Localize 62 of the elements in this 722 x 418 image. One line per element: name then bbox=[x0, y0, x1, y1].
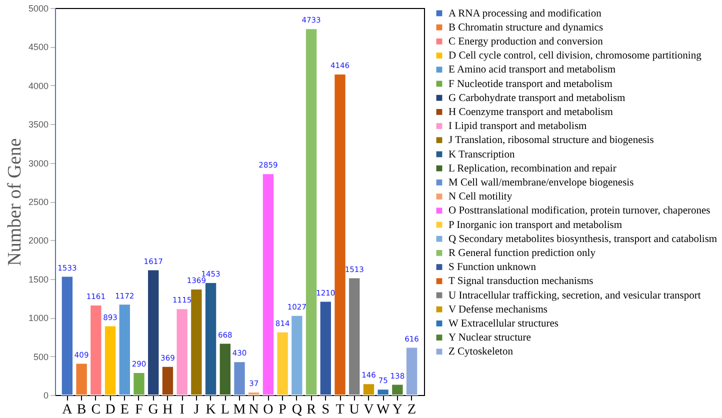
legend-label: H Coenzyme transport and metabolism bbox=[448, 106, 613, 118]
x-tick-label: G bbox=[148, 402, 158, 418]
legend-label: B Chromatin structure and dynamics bbox=[448, 22, 604, 34]
legend-label: F Nucleotide transport and metabolism bbox=[448, 78, 612, 90]
x-tick-label: Q bbox=[292, 402, 302, 418]
legend-label: W Extracellular structures bbox=[448, 318, 559, 330]
x-tick-label: S bbox=[322, 402, 330, 418]
y-tick-label: 3000 bbox=[28, 158, 48, 168]
legend-label: L Replication, recombination and repair bbox=[448, 163, 617, 174]
x-tick-label: H bbox=[162, 402, 173, 418]
y-tick-label: 0 bbox=[43, 390, 48, 400]
legend-label: O Posttranslational modification, protein turnover, chaperones bbox=[448, 206, 710, 217]
y-tick-label: 1500 bbox=[28, 274, 48, 284]
x-tick-label: I bbox=[180, 402, 185, 418]
legend-label: I Lipid transport and metabolism bbox=[448, 121, 587, 132]
y-axis-title: Number of Gene bbox=[4, 138, 26, 266]
legend-label: P Inorganic ion transport and metabolism bbox=[448, 220, 622, 231]
y-tick-label: 2500 bbox=[28, 197, 48, 207]
legend-label: Q Secondary metabolites biosynthesis, transport and catabolism bbox=[448, 234, 718, 245]
legend-label: K Transcription bbox=[448, 149, 516, 160]
x-tick-label: C bbox=[91, 402, 101, 418]
x-tick-label: J bbox=[194, 402, 200, 418]
x-tick-label: Z bbox=[408, 402, 416, 418]
x-tick-label: E bbox=[120, 402, 129, 418]
x-tick-label: T bbox=[336, 402, 345, 418]
legend-label: G Carbohydrate transport and metabolism bbox=[448, 92, 626, 104]
x-tick-label: N bbox=[248, 402, 259, 418]
x-tick-label: F bbox=[135, 402, 144, 418]
legend-label: V Defense mechanisms bbox=[448, 304, 548, 316]
y-tick-label: 3500 bbox=[28, 120, 48, 130]
x-tick-label: V bbox=[364, 402, 374, 418]
x-tick-label: D bbox=[105, 402, 116, 418]
legend-label: S Function unknown bbox=[448, 262, 537, 274]
y-tick-label: 4500 bbox=[28, 42, 48, 52]
y-tick-label: 1000 bbox=[28, 313, 48, 324]
legend-label: Y Nuclear structure bbox=[448, 332, 532, 344]
legend-label: N Cell motility bbox=[448, 192, 513, 203]
x-tick-label: M bbox=[233, 402, 246, 418]
legend-label: M Cell wall/membrane/envelope biogenesis bbox=[448, 177, 634, 188]
x-tick-label: O bbox=[263, 402, 274, 418]
x-tick-label: K bbox=[206, 402, 216, 418]
x-tick-label: U bbox=[349, 402, 360, 418]
x-tick-label: B bbox=[76, 402, 86, 418]
x-tick-label: R bbox=[306, 402, 317, 418]
legend-label: E Amino acid transport and metabolism bbox=[448, 64, 616, 76]
legend-label: C Energy production and conversion bbox=[448, 36, 604, 48]
legend-label: Z Cytoskeleton bbox=[448, 346, 514, 358]
x-tick-label: L bbox=[220, 402, 230, 418]
x-tick-label: W bbox=[376, 402, 390, 418]
y-tick-label: 5000 bbox=[28, 4, 48, 14]
y-tick-label: 2000 bbox=[28, 236, 48, 246]
y-tick-label: 500 bbox=[33, 352, 48, 362]
legend-label: T Signal transduction mechanisms bbox=[448, 276, 594, 288]
y-tick-label: 4000 bbox=[28, 80, 48, 91]
legend-label: D Cell cycle control, cell division, chromosome partitioning bbox=[448, 50, 702, 62]
x-tick-label: P bbox=[278, 402, 287, 418]
legend-label: A RNA processing and modification bbox=[448, 8, 602, 20]
legend-label: U Intracellular trafficking, secretion, and vesicular transport bbox=[448, 290, 701, 302]
x-tick-label: Y bbox=[392, 402, 402, 418]
legend-label: R General function prediction only bbox=[448, 248, 596, 259]
x-tick-label: A bbox=[62, 402, 74, 418]
legend-label: J Translation, ribosomal structure and biogenesis bbox=[448, 135, 654, 146]
